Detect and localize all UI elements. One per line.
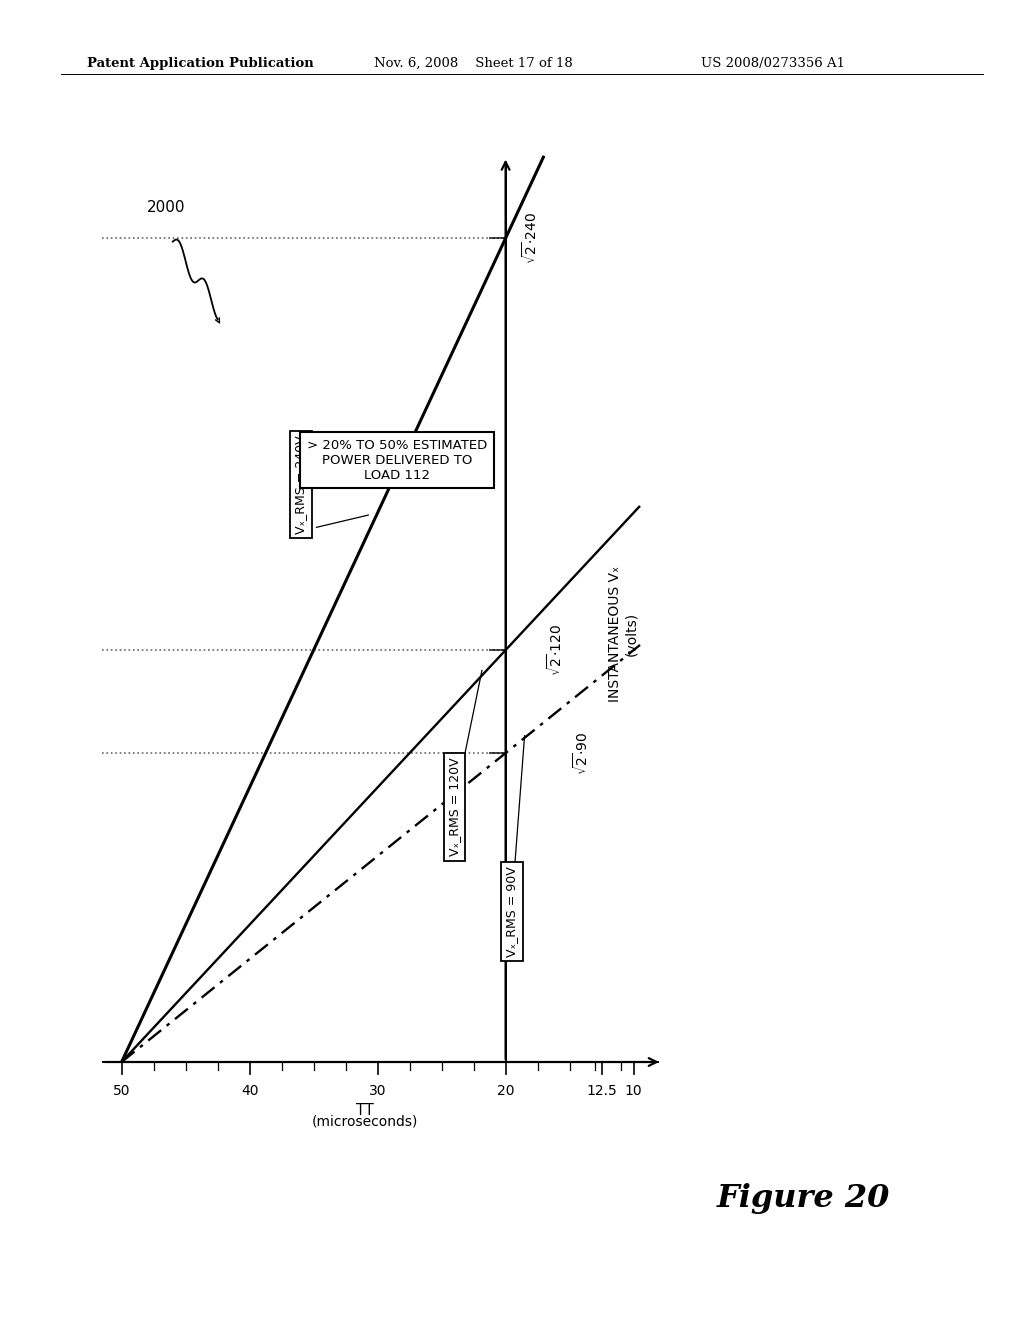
Text: $\sqrt{2}{\cdot}240$: $\sqrt{2}{\cdot}240$ <box>521 213 540 264</box>
Text: Patent Application Publication: Patent Application Publication <box>87 57 313 70</box>
Text: 2000: 2000 <box>147 201 185 215</box>
Text: US 2008/0273356 A1: US 2008/0273356 A1 <box>701 57 846 70</box>
Text: 20: 20 <box>497 1084 514 1098</box>
Text: Vₓ_RMS = 90V: Vₓ_RMS = 90V <box>506 866 518 957</box>
Text: TT: TT <box>356 1104 374 1118</box>
Text: 12.5: 12.5 <box>586 1084 617 1098</box>
Text: 40: 40 <box>241 1084 258 1098</box>
Text: Vₓ_RMS = 120V: Vₓ_RMS = 120V <box>447 758 461 857</box>
Text: > 20% TO 50% ESTIMATED
POWER DELIVERED TO
LOAD 112: > 20% TO 50% ESTIMATED POWER DELIVERED T… <box>306 438 487 482</box>
Text: Figure 20: Figure 20 <box>717 1184 890 1214</box>
Text: $\sqrt{2}{\cdot}120$: $\sqrt{2}{\cdot}120$ <box>547 624 565 676</box>
Text: (microseconds): (microseconds) <box>311 1114 418 1129</box>
Text: 50: 50 <box>113 1084 130 1098</box>
Text: $\sqrt{2}{\cdot}90$: $\sqrt{2}{\cdot}90$ <box>572 731 591 775</box>
Text: INSTANTANEOUS Vₓ
(volts): INSTANTANEOUS Vₓ (volts) <box>608 565 638 702</box>
Text: 10: 10 <box>625 1084 642 1098</box>
Text: Nov. 6, 2008    Sheet 17 of 18: Nov. 6, 2008 Sheet 17 of 18 <box>374 57 572 70</box>
Text: 30: 30 <box>369 1084 386 1098</box>
Text: Vₓ_RMS = 240V: Vₓ_RMS = 240V <box>294 436 307 533</box>
